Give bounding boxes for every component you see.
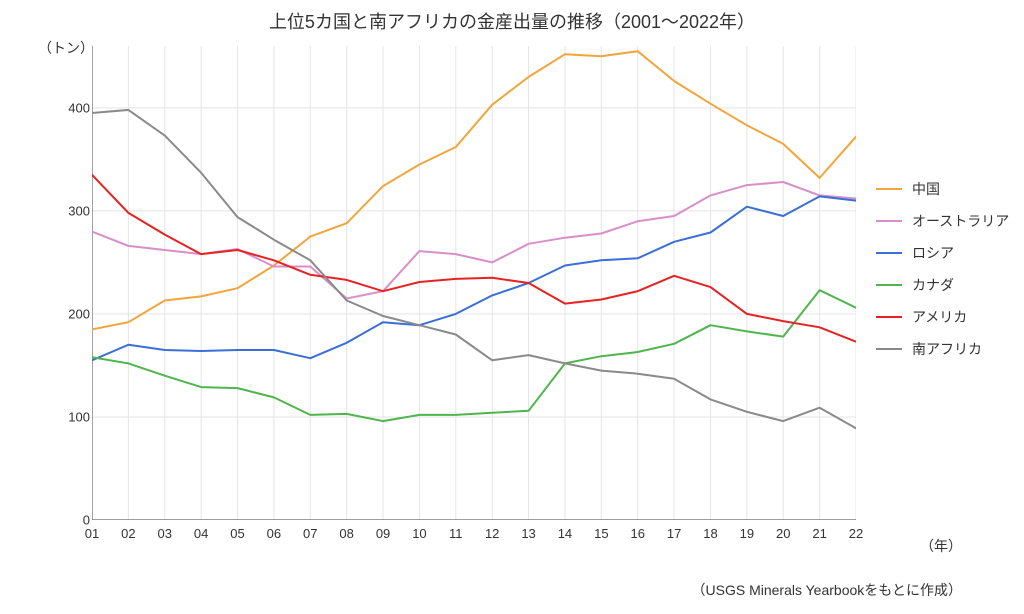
y-tick-label: 100 [50,409,90,424]
y-tick-label: 300 [50,203,90,218]
legend-row: 中国 [876,174,1009,204]
legend-label: 南アフリカ [912,339,982,359]
x-tick-label: 21 [812,526,826,541]
x-tick-label: 11 [449,526,463,541]
y-tick-label: 400 [50,100,90,115]
x-tick-label: 02 [121,526,135,541]
x-tick-label: 16 [630,526,644,541]
x-tick-label: 22 [849,526,863,541]
x-tick-label: 08 [339,526,353,541]
series-line [92,182,856,299]
x-tick-label: 03 [158,526,172,541]
legend: 中国オーストラリアロシアカナダアメリカ南アフリカ [876,174,1009,366]
x-tick-label: 09 [376,526,390,541]
series-line [92,110,856,428]
legend-label: アメリカ [912,307,967,327]
x-ticks: 0102030405060708091011121314151617181920… [92,526,856,544]
x-axis-label: （年） [920,536,962,556]
y-tick-label: 200 [50,306,90,321]
legend-swatch [876,348,902,350]
x-tick-label: 13 [521,526,535,541]
legend-row: カナダ [876,270,1009,300]
legend-swatch [876,220,902,222]
legend-swatch [876,284,902,286]
x-tick-label: 01 [85,526,99,541]
x-tick-label: 06 [267,526,281,541]
footnote: （USGS Minerals Yearbookをもとに作成） [692,580,962,600]
legend-label: ロシア [912,243,954,263]
x-tick-label: 12 [485,526,499,541]
x-tick-label: 10 [412,526,426,541]
legend-label: カナダ [912,275,954,295]
x-tick-label: 07 [303,526,317,541]
legend-swatch [876,252,902,254]
plot-svg [92,46,856,520]
legend-row: オーストラリア [876,206,1009,236]
legend-label: オーストラリア [912,211,1009,231]
x-tick-label: 05 [230,526,244,541]
plot-area [92,46,856,520]
x-tick-label: 15 [594,526,608,541]
legend-row: ロシア [876,238,1009,268]
x-tick-label: 17 [667,526,681,541]
x-tick-label: 18 [703,526,717,541]
chart-container: 上位5カ国と南アフリカの金産出量の推移（2001～2022年） （トン） 010… [0,0,1024,614]
legend-swatch [876,188,902,190]
x-tick-label: 04 [194,526,208,541]
legend-swatch [876,316,902,318]
legend-row: 南アフリカ [876,334,1009,364]
series-line [92,51,856,329]
chart-title: 上位5カ国と南アフリカの金産出量の推移（2001～2022年） [0,8,1024,34]
x-tick-label: 14 [558,526,572,541]
legend-row: アメリカ [876,302,1009,332]
x-tick-label: 19 [740,526,754,541]
legend-label: 中国 [912,179,940,199]
x-tick-label: 20 [776,526,790,541]
y-ticks: 0100200300400 [50,46,90,520]
